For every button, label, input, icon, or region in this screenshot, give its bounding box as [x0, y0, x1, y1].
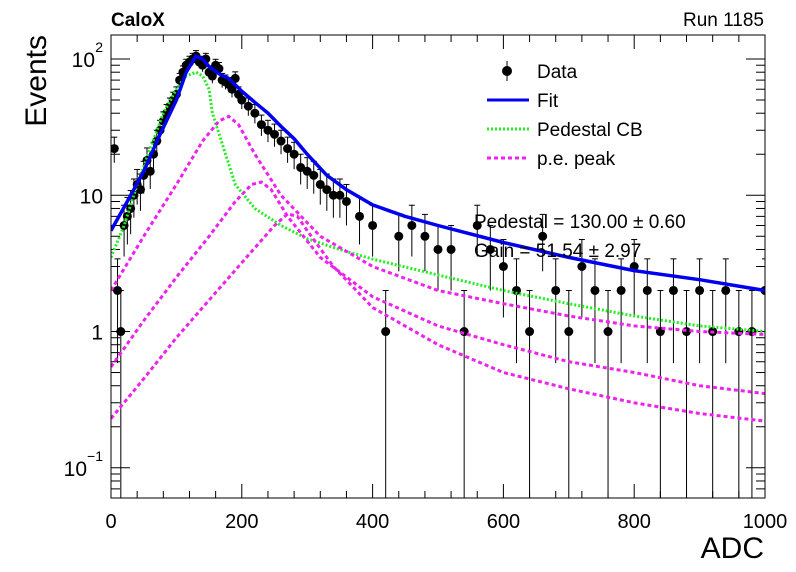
data-point: [250, 108, 260, 118]
data-point: [433, 244, 443, 254]
legend-marker-data: [502, 66, 512, 76]
y-tick-label: 10: [80, 185, 103, 208]
data-point: [302, 166, 312, 176]
data-point: [577, 262, 587, 271]
data-point: [276, 136, 286, 146]
data-point: [564, 327, 574, 337]
pe-peak-curve-2: [111, 180, 765, 396]
data-point: [309, 170, 319, 180]
data-point: [472, 220, 482, 230]
x-tick-label: 400: [356, 511, 389, 533]
data-point: [341, 196, 351, 206]
legend-label-1: Fit: [537, 91, 559, 112]
data-point: [116, 327, 126, 337]
data-point: [538, 231, 548, 241]
data-point: [113, 285, 123, 295]
x-tick-label: 600: [487, 511, 520, 533]
data-point: [485, 244, 495, 254]
data-point: [237, 95, 247, 105]
data-point: [721, 285, 731, 295]
legend-label-3: p.e. peak: [537, 149, 616, 170]
data-point: [315, 179, 325, 189]
data-point: [511, 285, 521, 295]
data-layer: [111, 50, 765, 498]
data-point: [407, 220, 417, 230]
plot-frame: [110, 34, 766, 499]
data-point: [446, 244, 456, 254]
data-point: [525, 327, 535, 337]
data-point: [283, 144, 293, 154]
data-point: [243, 101, 253, 111]
data-point: [289, 149, 299, 159]
x-axis-label: ADC: [701, 532, 764, 565]
data-point: [111, 144, 119, 154]
data-point: [328, 190, 338, 200]
y-tick-label: 10: [72, 49, 95, 72]
x-tick-label: 0: [105, 511, 116, 533]
header-right: Run 1185: [683, 10, 764, 31]
fit-curve: [111, 53, 765, 293]
data-point: [668, 285, 678, 295]
data-point: [603, 327, 613, 337]
data-point: [590, 285, 600, 295]
data-point: [616, 285, 626, 295]
legend-label-0: Data: [537, 62, 578, 83]
x-tick-label: 800: [618, 511, 651, 533]
y-tick-exponent: 2: [95, 39, 103, 55]
annotation-gain: Gain = 51.54 ± 2.97: [474, 241, 641, 262]
legend-label-2: Pedestal CB: [537, 120, 643, 141]
data-point: [355, 211, 365, 221]
data-point: [642, 285, 652, 295]
x-tick-label: 200: [225, 511, 258, 533]
data-point: [322, 185, 332, 195]
data-point: [135, 185, 145, 195]
data-point: [335, 190, 345, 200]
data-point: [420, 231, 430, 241]
data-point: [381, 327, 391, 337]
x-tick-label: 1000: [743, 511, 788, 533]
y-tick-exponent: −1: [87, 448, 103, 464]
legend: Data Fit Pedestal CB p.e. peak: [487, 61, 643, 170]
plot-area: [111, 50, 765, 498]
data-point: [394, 231, 404, 241]
y-axis-label: Events: [20, 35, 53, 127]
data-point: [227, 84, 237, 94]
data-point: [695, 285, 705, 295]
data-point: [551, 285, 561, 295]
header-left: CaloX: [111, 10, 165, 31]
data-point: [368, 220, 378, 230]
y-tick-label: 10: [64, 458, 87, 481]
pedestal-cb-curve: [111, 70, 765, 333]
annotation-pedestal: Pedestal = 130.00 ± 0.60: [474, 212, 686, 233]
data-point: [296, 162, 306, 172]
data-point: [256, 120, 266, 130]
data-point: [145, 166, 155, 176]
y-tick-label: 1: [91, 322, 103, 345]
data-point: [270, 129, 279, 139]
data-point: [263, 125, 273, 135]
pe-peak-curve-3: [111, 212, 765, 423]
data-point: [207, 71, 217, 81]
data-point: [498, 262, 508, 271]
